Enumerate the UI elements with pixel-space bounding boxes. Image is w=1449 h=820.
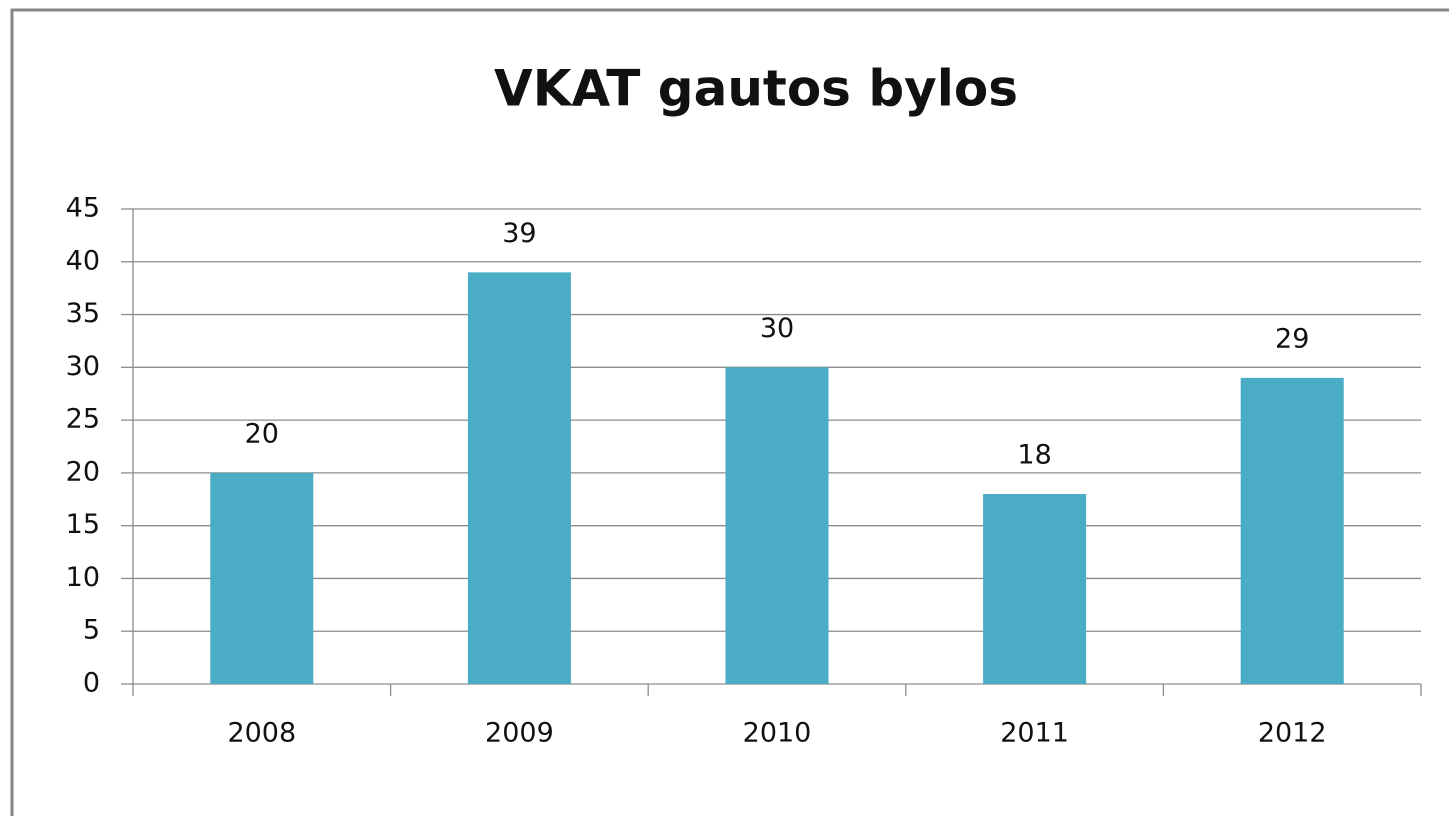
y-tick-label: 20: [66, 456, 100, 487]
chart-title: VKAT gautos bylos: [494, 60, 1018, 118]
x-tick-label: 2011: [1000, 718, 1069, 749]
data-label: 29: [1275, 323, 1309, 354]
x-tick-label: 2009: [485, 718, 554, 749]
y-tick-label: 15: [66, 509, 100, 540]
bar: [983, 494, 1087, 684]
y-tick-label: 35: [66, 298, 100, 329]
y-tick-label: 5: [83, 615, 100, 646]
data-label: 18: [1017, 440, 1051, 471]
y-tick-label: 0: [83, 668, 100, 699]
bar: [467, 272, 571, 684]
x-tick-label: 2008: [227, 718, 296, 749]
data-label: 30: [760, 313, 794, 344]
x-tick-label: 2010: [743, 718, 812, 749]
data-label: 39: [502, 218, 536, 249]
y-tick-label: 30: [66, 351, 100, 382]
bar: [725, 367, 829, 684]
y-tick-label: 40: [66, 245, 100, 276]
bar: [210, 472, 314, 684]
y-tick-label: 45: [66, 193, 100, 224]
y-tick-label: 10: [66, 562, 100, 593]
bar: [1240, 377, 1344, 684]
y-tick-label: 25: [66, 404, 100, 435]
x-tick-label: 2012: [1258, 718, 1327, 749]
data-label: 20: [245, 418, 279, 449]
